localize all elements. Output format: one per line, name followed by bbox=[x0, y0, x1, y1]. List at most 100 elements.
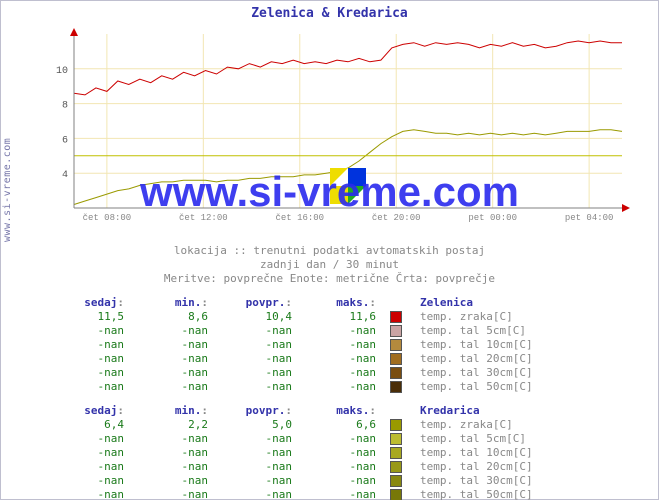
value-cell: -nan bbox=[298, 474, 382, 488]
value-cell: -nan bbox=[298, 324, 382, 338]
chart-area: 46810čet 08:00čet 12:00čet 16:00čet 20:0… bbox=[46, 28, 636, 228]
value-cell: -nan bbox=[46, 338, 130, 352]
series-label: temp. tal 20cm[C] bbox=[414, 352, 636, 366]
table-row: -nan-nan-nan-nantemp. tal 50cm[C] bbox=[46, 488, 636, 500]
value-cell: -nan bbox=[46, 488, 130, 500]
data-tables: sedaj:min.:povpr.:maks.:Zelenica11,58,61… bbox=[46, 296, 636, 500]
value-cell: -nan bbox=[130, 352, 214, 366]
series-swatch bbox=[390, 461, 402, 473]
value-cell: -nan bbox=[46, 366, 130, 380]
side-url-label: www.si-vreme.com bbox=[2, 130, 16, 250]
col-header: sedaj: bbox=[46, 404, 130, 418]
svg-text:6: 6 bbox=[62, 135, 68, 146]
value-cell: -nan bbox=[214, 366, 298, 380]
col-header: povpr.: bbox=[214, 404, 298, 418]
value-cell: 10,4 bbox=[214, 310, 298, 324]
col-header: maks.: bbox=[298, 404, 382, 418]
table-row: -nan-nan-nan-nantemp. tal 30cm[C] bbox=[46, 366, 636, 380]
value-cell: -nan bbox=[214, 446, 298, 460]
svg-text:čet 08:00: čet 08:00 bbox=[83, 213, 132, 223]
series-label: temp. tal 30cm[C] bbox=[414, 474, 636, 488]
series-label: temp. zraka[C] bbox=[414, 418, 636, 432]
value-cell: -nan bbox=[130, 446, 214, 460]
value-cell: -nan bbox=[214, 432, 298, 446]
series-swatch bbox=[390, 381, 402, 393]
value-cell: -nan bbox=[46, 474, 130, 488]
series-label: temp. tal 20cm[C] bbox=[414, 460, 636, 474]
series-swatch bbox=[390, 475, 402, 487]
value-cell: -nan bbox=[46, 446, 130, 460]
value-cell: -nan bbox=[130, 432, 214, 446]
col-header: min.: bbox=[130, 296, 214, 310]
value-cell: -nan bbox=[130, 380, 214, 394]
series-label: temp. tal 5cm[C] bbox=[414, 432, 636, 446]
table-row: -nan-nan-nan-nantemp. tal 5cm[C] bbox=[46, 432, 636, 446]
table-row: -nan-nan-nan-nantemp. tal 30cm[C] bbox=[46, 474, 636, 488]
value-cell: -nan bbox=[214, 324, 298, 338]
table-row: 6,42,25,06,6temp. zraka[C] bbox=[46, 418, 636, 432]
svg-text:čet 12:00: čet 12:00 bbox=[179, 213, 228, 223]
chart-svg: 46810čet 08:00čet 12:00čet 16:00čet 20:0… bbox=[46, 28, 636, 228]
value-cell: -nan bbox=[46, 432, 130, 446]
col-header: min.: bbox=[130, 404, 214, 418]
value-cell: -nan bbox=[130, 488, 214, 500]
table-row: -nan-nan-nan-nantemp. tal 10cm[C] bbox=[46, 338, 636, 352]
location-header: Kredarica bbox=[414, 404, 636, 418]
value-cell: -nan bbox=[130, 474, 214, 488]
series-swatch bbox=[390, 433, 402, 445]
table-row: -nan-nan-nan-nantemp. tal 20cm[C] bbox=[46, 352, 636, 366]
value-cell: -nan bbox=[298, 352, 382, 366]
svg-text:8: 8 bbox=[62, 101, 68, 112]
svg-text:pet 00:00: pet 00:00 bbox=[468, 213, 517, 223]
value-cell: 6,4 bbox=[46, 418, 130, 432]
value-cell: 11,6 bbox=[298, 310, 382, 324]
table-row: 11,58,610,411,6temp. zraka[C] bbox=[46, 310, 636, 324]
caption-period: zadnji dan / 30 minut bbox=[0, 258, 659, 271]
value-cell: -nan bbox=[298, 432, 382, 446]
svg-text:pet 04:00: pet 04:00 bbox=[565, 213, 614, 223]
table-row: -nan-nan-nan-nantemp. tal 50cm[C] bbox=[46, 380, 636, 394]
value-cell: -nan bbox=[214, 338, 298, 352]
series-swatch bbox=[390, 339, 402, 351]
series-label: temp. tal 5cm[C] bbox=[414, 324, 636, 338]
table-row: -nan-nan-nan-nantemp. tal 5cm[C] bbox=[46, 324, 636, 338]
series-swatch bbox=[390, 447, 402, 459]
chart-title: Zelenica & Kredarica bbox=[0, 6, 659, 21]
value-cell: 6,6 bbox=[298, 418, 382, 432]
series-swatch bbox=[390, 489, 402, 500]
value-cell: 11,5 bbox=[46, 310, 130, 324]
stats-table: sedaj:min.:povpr.:maks.:Kredarica6,42,25… bbox=[46, 404, 636, 500]
value-cell: -nan bbox=[130, 338, 214, 352]
table-row: -nan-nan-nan-nantemp. tal 10cm[C] bbox=[46, 446, 636, 460]
value-cell: -nan bbox=[46, 352, 130, 366]
col-header: sedaj: bbox=[46, 296, 130, 310]
value-cell: -nan bbox=[298, 488, 382, 500]
value-cell: -nan bbox=[298, 446, 382, 460]
location-header: Zelenica bbox=[414, 296, 636, 310]
value-cell: -nan bbox=[130, 366, 214, 380]
value-cell: -nan bbox=[130, 460, 214, 474]
col-header: maks.: bbox=[298, 296, 382, 310]
value-cell: -nan bbox=[214, 380, 298, 394]
svg-text:čet 16:00: čet 16:00 bbox=[275, 213, 324, 223]
value-cell: -nan bbox=[130, 324, 214, 338]
series-label: temp. tal 30cm[C] bbox=[414, 366, 636, 380]
series-swatch bbox=[390, 325, 402, 337]
value-cell: -nan bbox=[298, 366, 382, 380]
value-cell: -nan bbox=[214, 352, 298, 366]
value-cell: -nan bbox=[46, 460, 130, 474]
series-label: temp. tal 50cm[C] bbox=[414, 488, 636, 500]
series-swatch bbox=[390, 353, 402, 365]
series-label: temp. tal 10cm[C] bbox=[414, 338, 636, 352]
value-cell: -nan bbox=[46, 380, 130, 394]
svg-text:čet 20:00: čet 20:00 bbox=[372, 213, 421, 223]
series-label: temp. tal 10cm[C] bbox=[414, 446, 636, 460]
value-cell: 2,2 bbox=[130, 418, 214, 432]
series-swatch bbox=[390, 311, 402, 323]
value-cell: -nan bbox=[214, 488, 298, 500]
svg-text:10: 10 bbox=[56, 66, 68, 77]
value-cell: -nan bbox=[298, 380, 382, 394]
table-row: -nan-nan-nan-nantemp. tal 20cm[C] bbox=[46, 460, 636, 474]
series-label: temp. tal 50cm[C] bbox=[414, 380, 636, 394]
value-cell: -nan bbox=[214, 460, 298, 474]
